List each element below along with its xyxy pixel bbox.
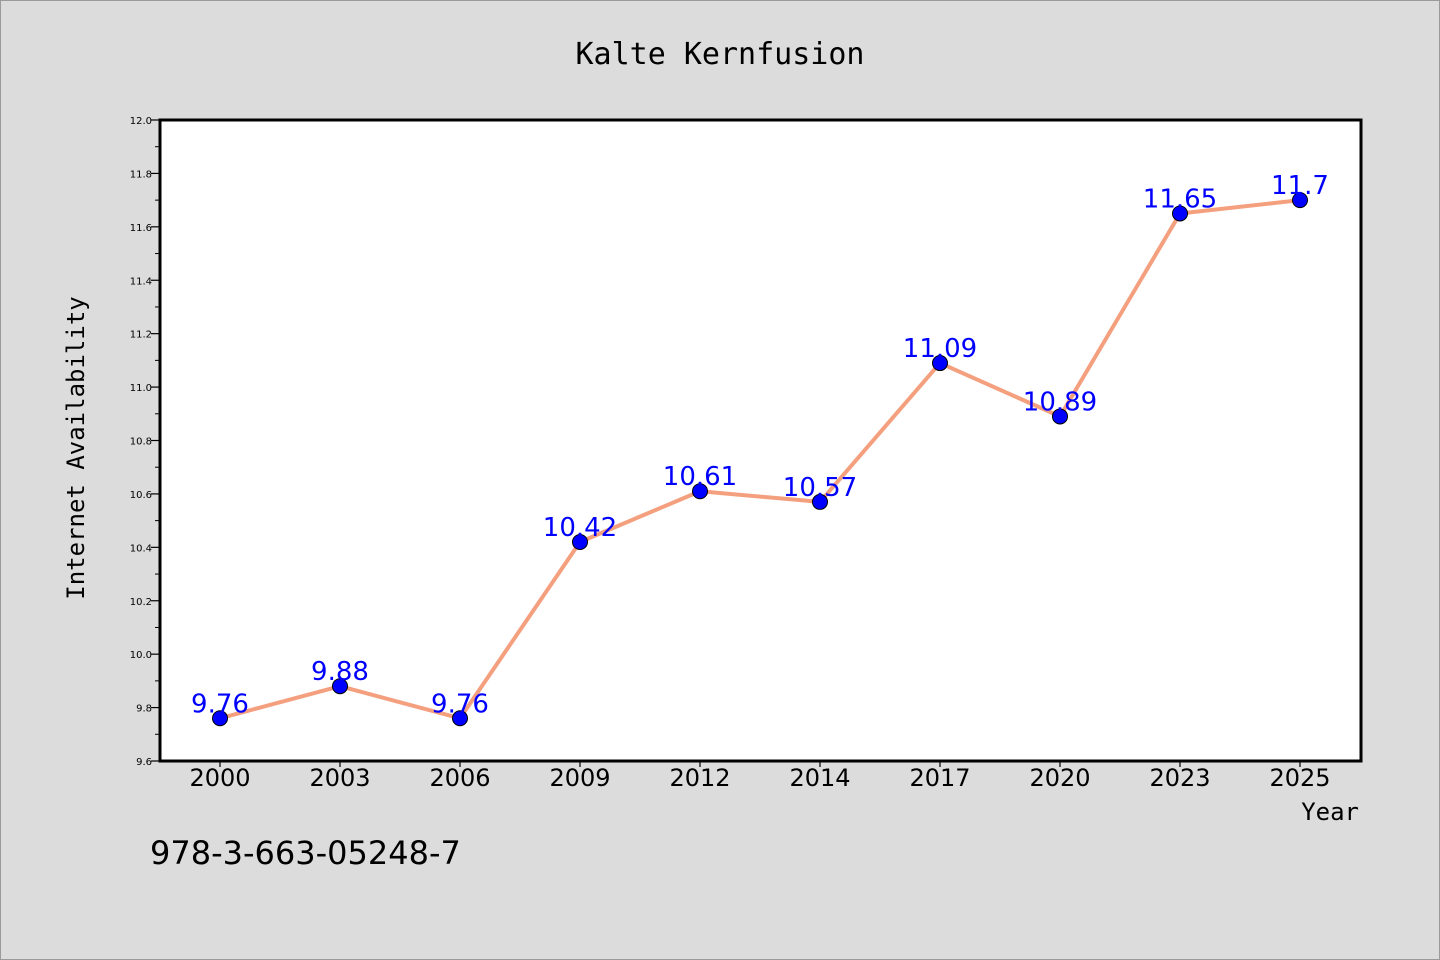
data-label: 10.61 bbox=[663, 462, 737, 492]
data-label: 11.65 bbox=[1143, 184, 1217, 214]
data-point bbox=[452, 710, 468, 727]
series-layer bbox=[212, 192, 1308, 727]
x-tick-label: 2014 bbox=[789, 764, 850, 792]
data-point bbox=[812, 493, 828, 510]
x-tick-label: 2000 bbox=[189, 764, 250, 792]
data-label: 11.09 bbox=[903, 334, 977, 364]
chart-title: Kalte Kernfusion bbox=[576, 37, 865, 72]
y-tick-label: 11.4 bbox=[130, 276, 152, 287]
data-label: 10.42 bbox=[543, 513, 617, 543]
x-tick-label: 2025 bbox=[1269, 764, 1330, 792]
data-point bbox=[1292, 192, 1308, 209]
data-point bbox=[1172, 205, 1188, 222]
y-tick-label: 11.8 bbox=[130, 169, 152, 180]
data-point bbox=[212, 710, 228, 727]
data-label: 10.57 bbox=[783, 473, 857, 503]
data-label: 11.7 bbox=[1271, 171, 1329, 201]
data-point bbox=[1052, 408, 1068, 425]
data-label: 9.88 bbox=[311, 657, 369, 687]
y-axis-label: Internet Availability bbox=[62, 296, 90, 599]
y-tick-label: 10.2 bbox=[130, 597, 152, 608]
x-tick-label: 2023 bbox=[1149, 764, 1210, 792]
x-tick-label: 2009 bbox=[549, 764, 610, 792]
data-labels: 9.76 9.88 9.76 10.42 10.61 10.57 11.09 10.89 11.… bbox=[191, 171, 1329, 719]
y-tick-label: 10.4 bbox=[130, 543, 152, 554]
y-tick-label: 12.0 bbox=[130, 116, 152, 127]
plot-area bbox=[158, 118, 1363, 763]
y-tick-label: 11.0 bbox=[130, 383, 152, 394]
isbn-text: 978-3-663-05248-7 bbox=[150, 834, 461, 872]
y-tick-label: 11.6 bbox=[130, 223, 152, 234]
y-tick-label: 9.8 bbox=[136, 704, 152, 715]
y-axis: 9.6 9.8 10.0 10.2 10.4 10.6 10.8 11.0 11.2 11.4 11… bbox=[130, 116, 160, 768]
data-label: 9.76 bbox=[431, 689, 489, 719]
data-label: 10.89 bbox=[1023, 387, 1097, 417]
x-tick-label: 2012 bbox=[669, 764, 730, 792]
series-line bbox=[218, 198, 1302, 721]
data-point bbox=[932, 355, 948, 372]
x-axis-label: Year bbox=[1301, 798, 1359, 826]
x-tick-label: 2017 bbox=[909, 764, 970, 792]
x-axis: 2000 2003 2006 2009 2012 2014 2017 2020 2023 2025 bbox=[189, 761, 1331, 792]
y-tick-label: 10.6 bbox=[130, 490, 152, 501]
x-tick-label: 2006 bbox=[429, 764, 490, 792]
y-tick-label: 11.2 bbox=[130, 330, 152, 341]
x-tick-label: 2020 bbox=[1029, 764, 1090, 792]
y-tick-label: 9.6 bbox=[136, 757, 152, 768]
y-tick-label: 10.8 bbox=[130, 437, 152, 448]
data-point bbox=[332, 678, 348, 695]
data-label: 9.76 bbox=[191, 689, 249, 719]
data-point bbox=[572, 533, 588, 550]
x-tick-label: 2003 bbox=[309, 764, 370, 792]
data-point bbox=[692, 483, 708, 500]
y-tick-label: 10.0 bbox=[130, 650, 152, 661]
